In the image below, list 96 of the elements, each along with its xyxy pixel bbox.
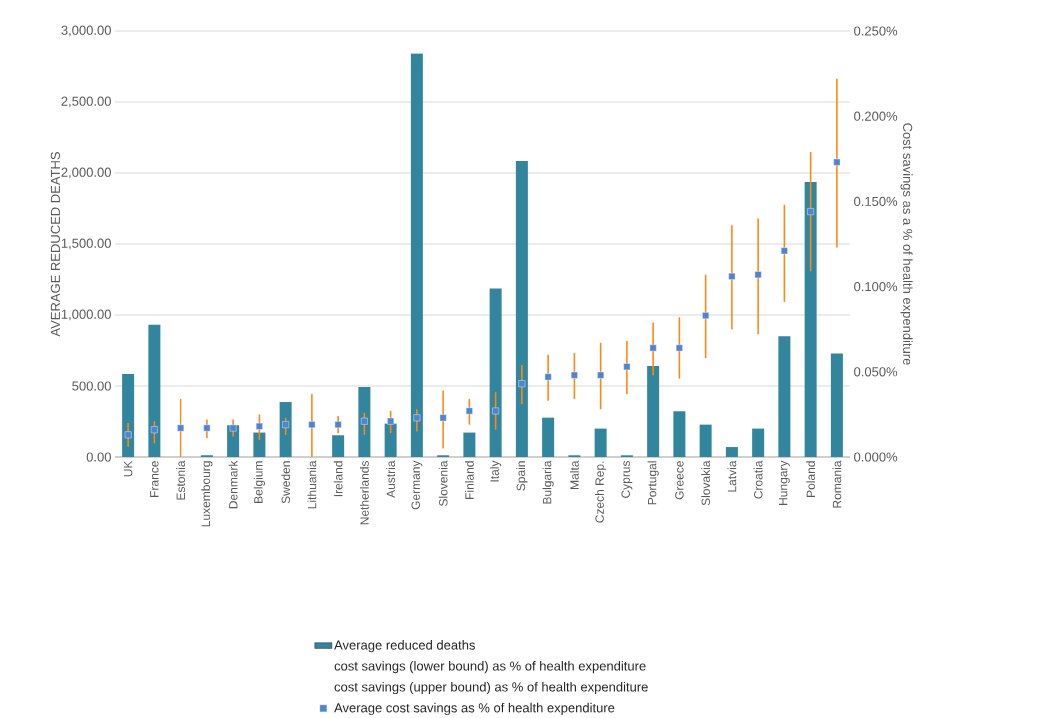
y2-tick-label: 0.100% <box>854 281 898 292</box>
x-tick-label: Ireland <box>333 461 343 497</box>
bar <box>725 447 738 457</box>
text: cost savings (lower bound) as % of health expenditure <box>334 661 646 674</box>
point <box>282 421 290 429</box>
point <box>255 422 263 430</box>
legend-label: Average reduced deaths <box>334 640 475 653</box>
y-tick-label: 2,500.00 <box>61 96 111 108</box>
y2-tick-label: 0.000% <box>854 452 898 462</box>
x-tick-label: Lithuania <box>307 460 317 509</box>
point <box>570 371 578 379</box>
y2-tick-label: 0.250% <box>854 26 898 36</box>
point <box>203 424 211 432</box>
bar <box>279 402 292 457</box>
bar <box>804 181 817 457</box>
point <box>544 373 552 381</box>
x-tick-label: Estonia <box>176 460 186 500</box>
x-tick-label: Denmark <box>228 460 238 509</box>
point <box>360 417 368 425</box>
y-tick-label: 3,000.00 <box>61 25 111 37</box>
point <box>150 426 158 434</box>
x-tick-label: Austria <box>386 460 396 498</box>
y2-tick-label: 0.200% <box>854 111 898 121</box>
point <box>413 414 421 422</box>
point <box>728 272 736 280</box>
point <box>177 424 185 432</box>
bar <box>148 324 161 457</box>
y2-tick-label: 0.050% <box>854 367 898 377</box>
x-tick-label: Cyprus <box>621 460 633 498</box>
x-tick-label: UK <box>123 460 133 477</box>
bar <box>699 424 712 457</box>
point <box>334 421 342 429</box>
bar <box>542 417 555 457</box>
x-tick-label: Malta <box>569 460 579 489</box>
point <box>387 417 395 425</box>
point <box>492 407 500 415</box>
bar <box>410 53 423 457</box>
bar <box>463 432 476 457</box>
y-tick-label: 2,000.00 <box>61 167 111 179</box>
x-tick-label: Slovenia <box>438 460 448 507</box>
y-axis-title: AVERAGE REDUCED DEATHS <box>50 152 60 337</box>
bar <box>594 428 607 457</box>
point <box>780 247 788 255</box>
point <box>229 424 237 432</box>
point <box>465 407 473 415</box>
x-tick-label: Bulgaria <box>542 460 554 504</box>
text: cost savings (upper bound) as % of health expenditure <box>334 681 648 695</box>
x-tick-label: Slovakia <box>701 460 711 506</box>
bar <box>515 160 528 457</box>
y-tick-label: 1,500.00 <box>61 238 111 250</box>
x-tick-label: France <box>150 461 159 497</box>
point <box>124 431 132 439</box>
y-tick-label: 0.00 <box>86 452 111 462</box>
bar <box>122 373 135 457</box>
x-tick-label: Greece <box>675 461 684 500</box>
x-tick-label: Czech Rep. <box>595 461 607 523</box>
bar <box>253 432 266 457</box>
bar <box>830 353 843 457</box>
bar <box>752 428 765 457</box>
x-tick-label: Spain <box>516 461 528 491</box>
point <box>439 414 447 422</box>
bar <box>384 423 397 457</box>
point <box>308 421 316 429</box>
x-tick-label: Poland <box>806 461 816 497</box>
x-tick-label: Italy <box>490 460 502 482</box>
bar <box>647 365 660 457</box>
y-tick-label: 1,000.00 <box>61 309 111 321</box>
point <box>623 363 631 371</box>
point <box>754 271 762 279</box>
x-tick-label: Germany <box>411 460 423 510</box>
point <box>833 158 841 166</box>
x-tick-label: Hungary <box>779 460 790 505</box>
y2-axis-title: Cost savings as a % of health expenditure <box>900 123 913 365</box>
bar <box>489 288 502 457</box>
point <box>675 344 683 352</box>
point <box>649 344 657 352</box>
x-tick-label: Latvia <box>727 460 737 492</box>
x-tick-label: Netherlands <box>359 460 369 525</box>
x-tick-label: Luxembourg <box>201 461 213 527</box>
y2-tick-label: 0.150% <box>854 196 898 206</box>
bar <box>673 411 686 457</box>
x-tick-label: Croatia <box>753 460 763 499</box>
x-tick-label: Romania <box>832 460 842 508</box>
point <box>702 312 710 319</box>
x-tick-label: Sweden <box>281 461 291 504</box>
y-tick-label: 500.00 <box>72 381 111 391</box>
bar <box>778 336 791 457</box>
point <box>807 208 815 216</box>
bar <box>358 386 371 457</box>
point <box>597 371 605 379</box>
x-tick-label: Portugal <box>647 461 659 505</box>
x-tick-label: Finland <box>464 461 474 499</box>
x-tick-label: Belgium <box>253 461 265 503</box>
point <box>518 380 526 388</box>
bar <box>332 435 345 457</box>
legend-label: Average cost savings as % of health expenditure <box>334 702 615 715</box>
